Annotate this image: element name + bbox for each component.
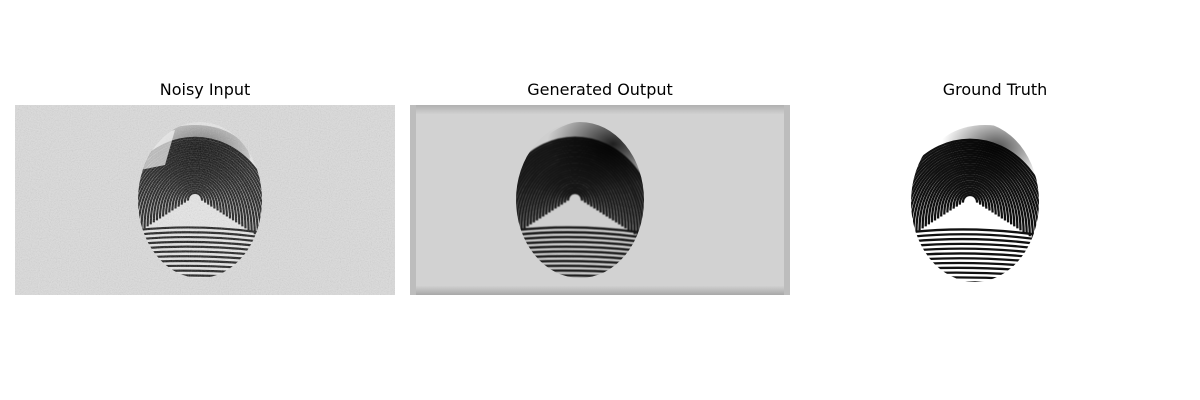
panel-title-noisy-input: Noisy Input [159, 80, 251, 99]
generated-output-image [410, 105, 790, 295]
noisy-input-image [15, 105, 395, 295]
panel-title-ground-truth: Ground Truth [942, 80, 1048, 99]
ground-truth-image [805, 105, 1185, 295]
panel-title-generated-output: Generated Output [527, 80, 673, 99]
